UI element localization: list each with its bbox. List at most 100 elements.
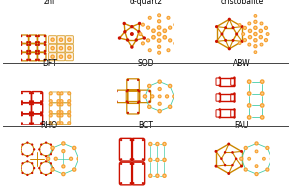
Circle shape <box>254 27 256 29</box>
Circle shape <box>49 110 53 114</box>
Circle shape <box>29 111 31 114</box>
Circle shape <box>176 32 180 36</box>
Circle shape <box>174 24 176 26</box>
Circle shape <box>243 26 247 30</box>
Circle shape <box>146 38 150 43</box>
Circle shape <box>129 139 132 141</box>
Circle shape <box>233 76 236 79</box>
Circle shape <box>243 38 247 42</box>
Circle shape <box>253 50 257 54</box>
Circle shape <box>254 141 259 146</box>
Circle shape <box>26 59 29 61</box>
Circle shape <box>142 43 144 44</box>
Circle shape <box>162 28 167 33</box>
Circle shape <box>173 41 177 45</box>
Circle shape <box>220 157 223 160</box>
Circle shape <box>49 102 53 106</box>
Circle shape <box>158 20 160 22</box>
Circle shape <box>253 32 258 36</box>
Circle shape <box>38 35 40 37</box>
Circle shape <box>248 158 250 160</box>
Circle shape <box>52 39 54 41</box>
Circle shape <box>32 114 34 116</box>
FancyBboxPatch shape <box>49 53 57 61</box>
Circle shape <box>138 22 141 25</box>
Circle shape <box>52 167 54 169</box>
Circle shape <box>173 23 177 27</box>
Circle shape <box>219 100 221 103</box>
Title: DFT: DFT <box>42 59 56 68</box>
Circle shape <box>165 94 169 98</box>
Circle shape <box>148 100 151 103</box>
Circle shape <box>166 95 168 97</box>
FancyBboxPatch shape <box>57 36 65 44</box>
Circle shape <box>146 26 150 30</box>
Circle shape <box>32 103 34 105</box>
Circle shape <box>59 54 63 59</box>
Circle shape <box>266 32 269 36</box>
Circle shape <box>233 92 236 95</box>
Circle shape <box>261 116 263 119</box>
Circle shape <box>38 43 40 46</box>
Circle shape <box>256 165 258 167</box>
Circle shape <box>159 88 161 90</box>
Circle shape <box>58 111 59 113</box>
Circle shape <box>19 148 22 150</box>
Circle shape <box>61 122 63 124</box>
Circle shape <box>228 18 231 21</box>
Circle shape <box>240 150 243 153</box>
Circle shape <box>56 99 61 103</box>
Circle shape <box>233 84 236 87</box>
Circle shape <box>45 141 47 144</box>
Circle shape <box>31 153 33 155</box>
Circle shape <box>150 94 155 98</box>
Circle shape <box>168 26 172 30</box>
Circle shape <box>29 35 31 37</box>
Circle shape <box>38 148 40 150</box>
Circle shape <box>227 143 230 146</box>
Circle shape <box>240 158 242 160</box>
Circle shape <box>123 22 126 25</box>
Circle shape <box>29 50 31 52</box>
Circle shape <box>261 104 263 107</box>
Circle shape <box>249 30 251 32</box>
Circle shape <box>232 26 235 29</box>
Circle shape <box>58 92 59 94</box>
Circle shape <box>158 94 162 98</box>
Circle shape <box>138 90 140 92</box>
Circle shape <box>50 104 52 105</box>
Circle shape <box>56 121 61 125</box>
Circle shape <box>21 103 23 105</box>
Circle shape <box>247 103 251 108</box>
Circle shape <box>267 33 269 35</box>
Circle shape <box>26 41 29 43</box>
Circle shape <box>120 158 122 160</box>
Circle shape <box>260 115 265 120</box>
Circle shape <box>47 158 49 160</box>
Circle shape <box>241 32 245 36</box>
Circle shape <box>62 165 64 167</box>
Circle shape <box>261 22 262 24</box>
Circle shape <box>253 20 258 24</box>
Circle shape <box>248 104 250 107</box>
Circle shape <box>164 30 166 32</box>
Circle shape <box>22 172 24 174</box>
Circle shape <box>73 147 75 149</box>
Circle shape <box>132 182 134 184</box>
Circle shape <box>59 91 63 95</box>
Circle shape <box>244 146 248 150</box>
Circle shape <box>239 24 241 26</box>
Circle shape <box>49 121 53 125</box>
Circle shape <box>38 50 40 52</box>
Circle shape <box>172 94 177 99</box>
Circle shape <box>164 175 166 177</box>
Circle shape <box>148 85 150 87</box>
Circle shape <box>147 40 149 41</box>
Circle shape <box>158 40 160 42</box>
Circle shape <box>126 38 129 42</box>
Circle shape <box>46 156 50 161</box>
Circle shape <box>31 143 33 146</box>
Circle shape <box>50 46 55 50</box>
Circle shape <box>56 102 61 106</box>
Circle shape <box>249 36 251 38</box>
